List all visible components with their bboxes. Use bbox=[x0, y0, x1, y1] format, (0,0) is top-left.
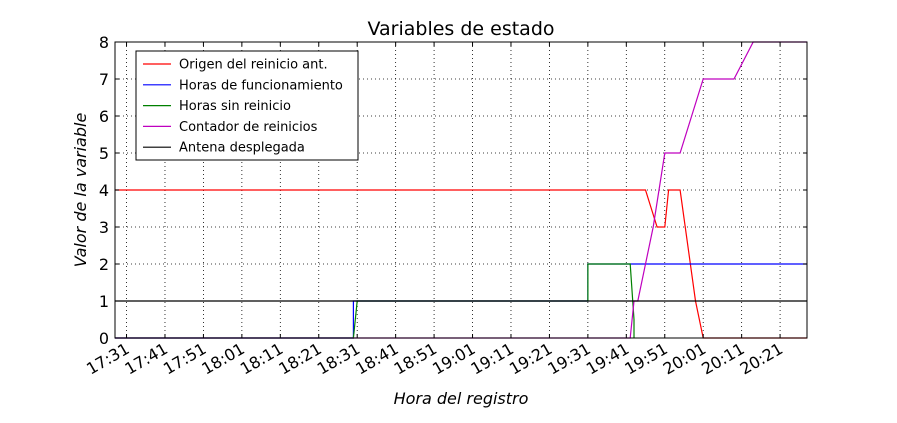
x-tick-label: 19:51 bbox=[621, 339, 670, 379]
chart-title: Variables de estado bbox=[367, 18, 554, 40]
y-tick-label: 3 bbox=[99, 218, 109, 237]
x-tick-label: 18:11 bbox=[237, 339, 286, 379]
y-axis-label: Valor de la variable bbox=[71, 113, 90, 268]
x-tick-label: 18:01 bbox=[198, 339, 247, 379]
series-line-1 bbox=[115, 189, 807, 339]
y-tick-label: 6 bbox=[99, 107, 109, 126]
y-tick-label: 1 bbox=[99, 292, 109, 311]
x-tick-label: 20:01 bbox=[660, 339, 709, 379]
x-axis-label: Hora del registro bbox=[394, 389, 529, 408]
x-tick-label: 19:31 bbox=[544, 339, 593, 379]
x-tick-label: 19:41 bbox=[583, 339, 632, 379]
legend-label: Contador de reinicios bbox=[179, 120, 318, 135]
legend: Origen del reinicio ant. Horas de funcion… bbox=[135, 50, 359, 161]
y-tick-label: 0 bbox=[99, 329, 109, 348]
x-tick-label: 19:11 bbox=[468, 339, 517, 379]
x-tick-label: 17:51 bbox=[160, 339, 209, 379]
y-tick-label: 2 bbox=[99, 255, 109, 274]
x-tick-label: 18:31 bbox=[314, 339, 363, 379]
x-tick-label: 20:11 bbox=[698, 339, 747, 379]
y-tick-label: 4 bbox=[99, 181, 109, 200]
y-tick-label: 8 bbox=[99, 33, 109, 52]
legend-box bbox=[135, 50, 359, 161]
x-tick-label: 20:21 bbox=[737, 339, 786, 379]
x-tick-label: 17:41 bbox=[122, 339, 171, 379]
x-tick-label: 19:01 bbox=[429, 339, 478, 379]
legend-label: Horas de funcionamiento bbox=[179, 78, 343, 93]
y-tick-label: 7 bbox=[99, 70, 109, 89]
legend-label: Horas sin reinicio bbox=[179, 99, 291, 114]
x-tick-label: 18:41 bbox=[352, 339, 401, 379]
x-tick-label: 18:51 bbox=[391, 339, 440, 379]
legend-label: Origen del reinicio ant. bbox=[179, 58, 328, 73]
x-tick-label: 19:21 bbox=[506, 339, 555, 379]
y-tick-label: 5 bbox=[99, 144, 109, 163]
x-tick-label: 18:21 bbox=[275, 339, 324, 379]
series-line-4 bbox=[115, 41, 807, 339]
legend-label: Antena desplegada bbox=[179, 141, 305, 156]
